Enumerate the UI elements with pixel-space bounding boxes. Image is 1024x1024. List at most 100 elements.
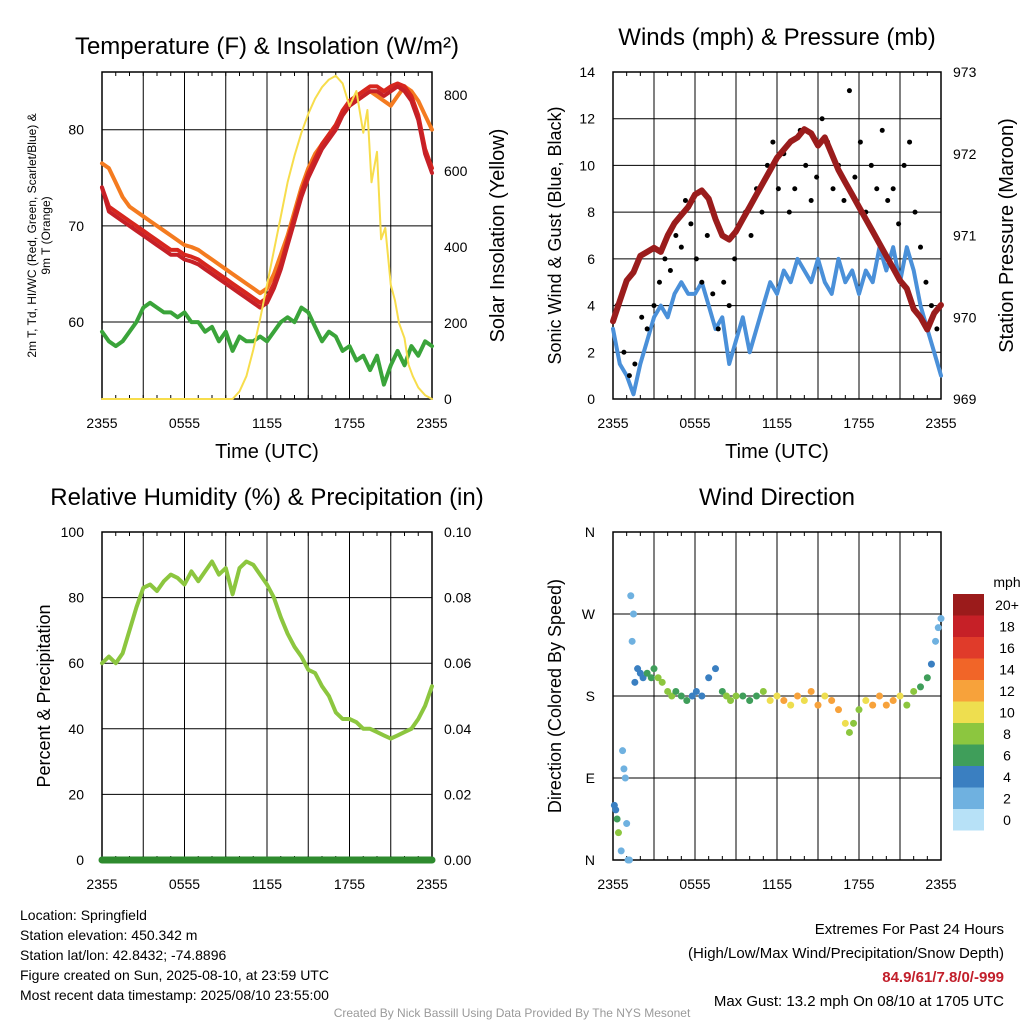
legend-label: 16 (999, 640, 1015, 656)
legend-swatch (953, 680, 984, 702)
wind-direction-point (753, 692, 760, 700)
gust-point (885, 197, 891, 203)
y2-tick-label: 971 (953, 228, 977, 244)
gust-point (775, 186, 781, 192)
wind-direction-point (627, 592, 635, 600)
gust-point (912, 209, 918, 215)
gust-point (890, 186, 896, 192)
x-tick-label: 2355 (597, 876, 628, 892)
wind-direction-point (625, 856, 633, 864)
legend-label: 18 (999, 619, 1015, 635)
legend-swatch (953, 701, 984, 723)
gust-point (693, 256, 699, 262)
y2-tick-label: 969 (953, 391, 977, 407)
wind-direction-point (628, 637, 636, 645)
x-tick-label: 2355 (86, 876, 117, 892)
gust-point (907, 139, 913, 145)
wind-speed-legend: mph 20+ 18 16 14 12 10 8 6 4 2 0 (953, 574, 1021, 831)
legend-swatch (953, 637, 984, 659)
winds-panel: Winds (mph) & Pressure (mb) 2355 0555 1155 1… (545, 24, 1018, 463)
x-tick-label: 1755 (334, 415, 365, 431)
gust-point (901, 162, 907, 168)
y-axis-label: Direction (Colored By Speed) (545, 579, 565, 813)
gust-point (726, 303, 732, 309)
gust-point (656, 279, 662, 285)
y2-axis-label: Station Pressure (Maroon) (996, 118, 1018, 353)
wind-direction-point (621, 774, 629, 782)
chart-title: Winds (mph) & Pressure (mb) (618, 24, 935, 51)
wind-direction-point (937, 615, 945, 623)
y2-tick-label: 0 (444, 391, 452, 407)
gust-point (934, 326, 940, 332)
gust-point (667, 268, 673, 274)
wind-direction-point (934, 624, 942, 632)
gust-point (748, 233, 754, 238)
gust-point (759, 209, 765, 215)
wind-direction-point (639, 674, 647, 682)
max-gust: Max Gust: 13.2 mph On 08/10 at 1705 UTC (713, 993, 1004, 1010)
x-axis-label: Time (UTC) (215, 441, 319, 463)
gust-point (710, 291, 716, 297)
gust-point (874, 186, 880, 192)
x-tick-label: 0555 (679, 415, 710, 431)
wind-direction-point (841, 719, 849, 727)
legend-swatch (953, 615, 984, 637)
wind-direction-point (917, 683, 924, 691)
gust-point (808, 197, 814, 203)
x-tick-label: 1155 (252, 415, 282, 431)
wind-direction-point (923, 674, 931, 682)
wind-direction-point (910, 687, 918, 695)
gust-point (868, 162, 874, 168)
wind-direction-point (869, 701, 877, 709)
x-tick-label: 2355 (925, 415, 956, 431)
wind-direction-point (807, 687, 815, 695)
wind-direction-point (722, 692, 730, 700)
x-tick-label: 1155 (762, 415, 792, 431)
gust-point (852, 174, 858, 180)
legend-label: 20+ (995, 597, 1019, 613)
y2-tick-label: 0.06 (444, 655, 471, 671)
gust-point (678, 244, 684, 250)
gust-point (803, 162, 809, 168)
wind-direction-point (664, 687, 672, 695)
y2-tick-label: 800 (444, 87, 468, 103)
y-tick-label: 100 (61, 524, 85, 540)
y2-tick-label: 0.04 (444, 721, 471, 737)
x-tick-label: 2355 (86, 415, 117, 431)
wind-direction-point (780, 697, 788, 705)
y2-tick-label: 200 (444, 315, 468, 331)
gust-point (632, 361, 638, 367)
wind-direction-point (773, 692, 781, 700)
wind-direction-point (614, 829, 622, 837)
y-tick-label: 6 (587, 251, 595, 267)
wind-direction-point (932, 637, 940, 645)
wind-direction-point (672, 687, 680, 695)
gust-point (721, 279, 727, 285)
gust-point (928, 303, 934, 309)
gust-point (715, 326, 721, 332)
wind-direction-point (746, 697, 754, 705)
wind-direction-point (889, 697, 897, 705)
wind-direction-point (896, 692, 904, 700)
legend-swatch (953, 658, 984, 680)
y-tick-label: N (585, 852, 595, 868)
wind-direction-point (794, 692, 801, 700)
wind-direction-point (617, 847, 625, 855)
gust-point (699, 279, 705, 285)
gust-point (621, 349, 627, 355)
wind-direction-point (718, 687, 726, 695)
gust-point (732, 256, 738, 262)
wind-direction-point (814, 701, 822, 709)
series-line-0 (611, 245, 943, 397)
chart-title: Relative Humidity (%) & Precipitation (i… (50, 484, 483, 511)
wind-direction-point (828, 697, 836, 705)
station-location: Location: Springfield (20, 907, 147, 923)
series-line-1 (100, 81, 434, 305)
chart-title: Wind Direction (699, 484, 855, 511)
wind-direction-point (821, 692, 829, 700)
gust-point (786, 209, 792, 215)
station-info: Location: Springfield Station elevation:… (20, 905, 329, 1005)
wind-direction-point (876, 692, 883, 700)
y2-tick-label: 600 (444, 163, 468, 179)
y-tick-label: 2 (587, 344, 595, 360)
